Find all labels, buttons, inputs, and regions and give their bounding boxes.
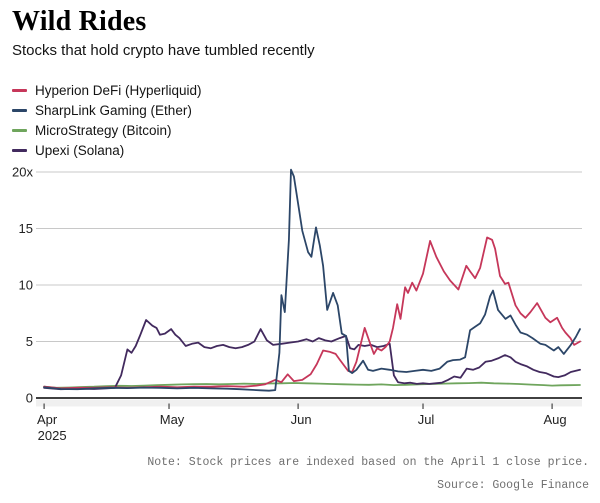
- legend-label: MicroStrategy (Bitcoin): [35, 122, 172, 138]
- x-axis-label: Jul: [418, 412, 435, 427]
- series-line-upexi-solana: [43, 319, 581, 391]
- x-axis-label: Aug: [544, 412, 567, 427]
- y-axis-label: 15: [19, 221, 33, 236]
- y-axis-label: 20x: [12, 165, 33, 180]
- y-axis-label: 0: [26, 391, 33, 406]
- legend-swatch-line: [12, 108, 27, 112]
- chart-footnotes: Note: Stock prices are indexed based on …: [147, 451, 589, 497]
- legend-label: Upexi (Solana): [35, 142, 125, 158]
- series-line-sharplink-gaming-ether: [43, 168, 581, 392]
- chart-legend: Hyperion DeFi (Hyperliquid) SharpLink Gam…: [12, 80, 202, 160]
- legend-swatch-line: [12, 148, 27, 152]
- legend-item: SharpLink Gaming (Ether): [12, 100, 202, 120]
- axis-tick-band: [36, 399, 582, 407]
- x-axis-label: Jun: [291, 412, 312, 427]
- chart-note: Note: Stock prices are indexed based on …: [147, 456, 589, 469]
- y-axis-label: 5: [26, 334, 33, 349]
- legend-swatch-line: [12, 88, 27, 92]
- legend-item: Hyperion DeFi (Hyperliquid): [12, 80, 202, 100]
- x-axis-label: Apr: [37, 412, 58, 427]
- chart-source: Source: Google Finance: [437, 479, 589, 492]
- legend-label: SharpLink Gaming (Ether): [35, 102, 192, 118]
- series-line-microstrategy-bitcoin: [43, 381, 581, 389]
- legend-item: MicroStrategy (Bitcoin): [12, 120, 202, 140]
- chart-title: Wild Rides: [12, 6, 147, 37]
- legend-label: Hyperion DeFi (Hyperliquid): [35, 82, 202, 98]
- legend-swatch-line: [12, 128, 27, 132]
- x-axis-label: May: [160, 412, 185, 427]
- y-axis-label: 10: [19, 278, 33, 293]
- legend-item: Upexi (Solana): [12, 140, 202, 160]
- chart-subtitle: Stocks that hold crypto have tumbled rec…: [12, 42, 315, 59]
- series-line-hyperion-defi-hyperliquid: [43, 236, 581, 390]
- x-axis-year-label: 2025: [38, 428, 67, 443]
